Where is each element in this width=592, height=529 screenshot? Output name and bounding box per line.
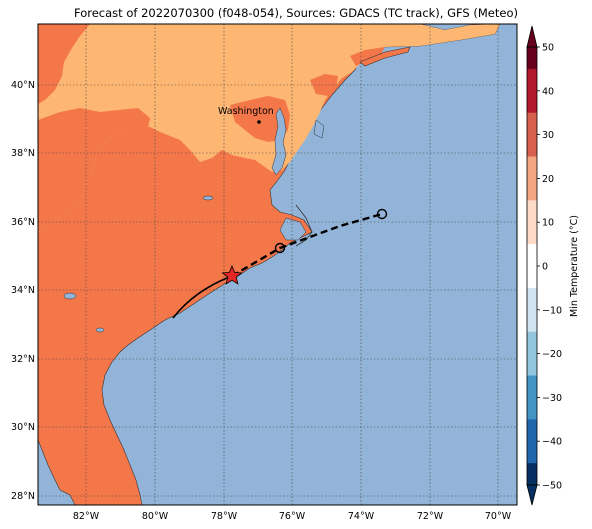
colorbar-band [527,200,537,223]
forecast-point [274,242,286,254]
warm-patch-north [38,24,90,104]
forecast-point [376,208,388,220]
lon-tick-label: 72°W [417,511,444,522]
colorbar-band [527,244,537,267]
lon-tick-label: 78°W [211,511,238,522]
colorbar-ticks: 50 40 30 20 10 0 −10 −20 −30 −40 −50 [537,43,562,492]
colorbar-min-extend [526,484,538,506]
delaware-bay [313,119,325,139]
colorbar-band [527,112,537,135]
lat-tick-label: 40°N [11,80,35,91]
lat-tick-label: 32°N [11,354,35,365]
lon-tick-label: 70°W [485,511,512,522]
gridlines [38,24,517,505]
colorbar-band [527,309,537,332]
colorbar-max-extend [526,25,538,48]
colorbar-band [527,134,537,157]
lat-tick-label: 34°N [11,285,35,296]
lat-tick-label: 38°N [11,148,35,159]
warm-patch-west [38,108,150,232]
warm-patch-ne [310,74,338,96]
colorbar-band [527,375,537,398]
warm-patch-mid [230,96,290,142]
colorbar-band [527,287,537,311]
colorbar-tick-label: 20 [542,174,554,185]
colorbar-band [527,68,537,92]
colorbar-tick-label: 30 [542,130,554,141]
map-frame [37,23,518,506]
colorbar-band [527,463,537,486]
colorbar-tick-label: 40 [542,86,554,97]
colorbar-bands [527,47,537,486]
colorbar-band [527,156,537,179]
colorbar-band [527,90,537,113]
colorbar: 50 40 30 20 10 0 −10 −20 −30 −40 −50 Min Temperatu… [526,25,580,506]
lon-tick-label: 82°W [73,511,100,522]
colorbar-band [527,397,537,420]
colorbar-tick-label: −40 [542,437,562,448]
colorbar-tick-label: −50 [542,481,562,492]
colorbar-band [527,419,537,442]
lat-tick-label: 28°N [11,491,35,502]
lat-tick-labels: 40°N 38°N 36°N 34°N 32°N 30°N 28°N [11,80,35,502]
colorbar-tick-label: −10 [542,305,562,316]
colorbar-band [527,353,537,376]
map-title: Forecast of 2022070300 (f048-054), Sourc… [74,6,518,20]
storm-position-icon [221,264,243,285]
colorbar-band [527,222,537,245]
forecast-track [231,212,383,278]
lake [63,292,77,300]
map-area: Washington [38,24,517,505]
warm-patch-coast [350,47,385,66]
colorbar-label: Min Temperature (°C) [569,215,580,317]
colorbar-band [527,47,537,70]
city-marker [257,120,261,124]
colorbar-tick-label: 50 [542,43,554,54]
colorbar-band [527,266,537,289]
long-island [359,46,411,67]
lake [95,327,105,333]
colorbar-tick-label: −30 [542,393,562,404]
colorbar-tick-label: 10 [542,218,554,229]
lat-tick-label: 30°N [11,422,35,433]
lon-tick-label: 80°W [142,511,169,522]
chesapeake-bay [271,107,287,176]
outer-banks [295,204,313,247]
pamlico-sound [279,217,307,241]
city-label: Washington [218,106,274,117]
colorbar-band [527,331,537,354]
colorbar-tick-label: −20 [542,349,562,360]
colorbar-band [527,178,537,201]
lon-tick-label: 74°W [348,511,375,522]
colorbar-tick-label: 0 [542,262,548,273]
colorbar-band [527,441,537,464]
past-track [172,275,233,319]
lake [202,195,214,201]
lat-tick-label: 36°N [11,217,35,228]
lon-tick-labels: 82°W 80°W 78°W 76°W 74°W 72°W 70°W [73,511,512,522]
lon-tick-label: 76°W [279,511,306,522]
